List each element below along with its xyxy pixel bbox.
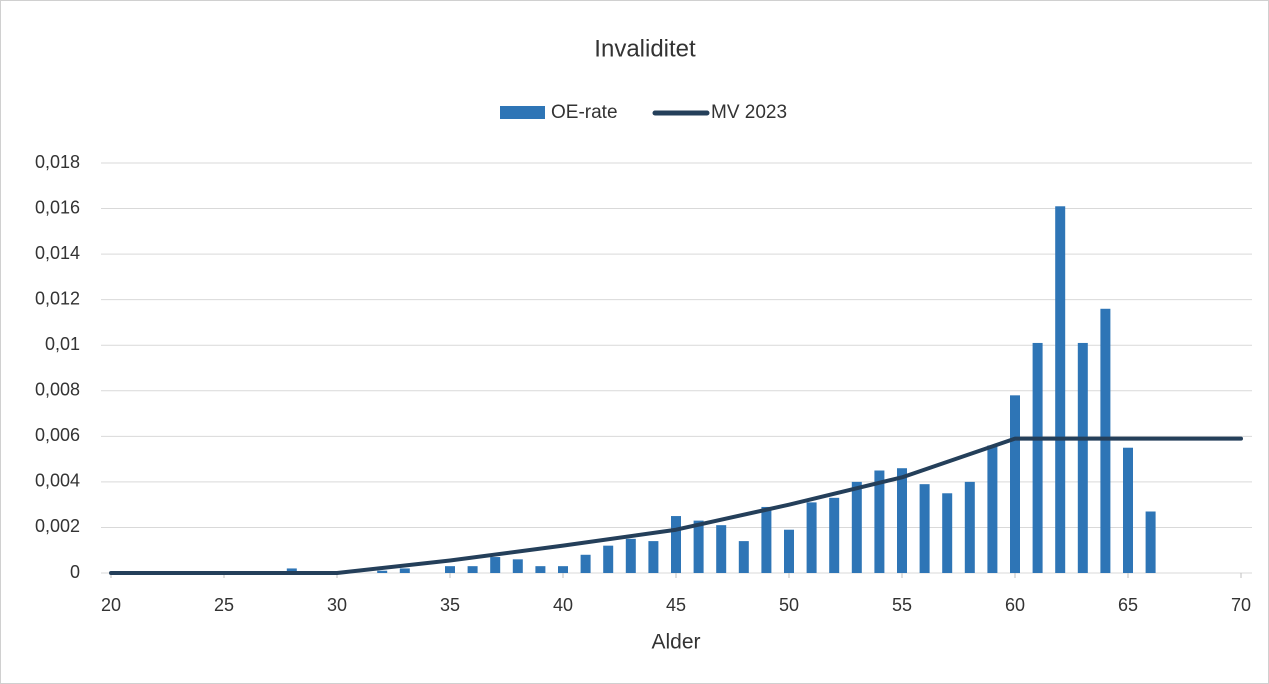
- bar: [964, 481, 975, 573]
- legend-label: MV 2023: [711, 102, 787, 123]
- bar: [1100, 308, 1111, 573]
- bar: [1077, 342, 1088, 573]
- bar: [603, 545, 614, 573]
- y-tick-label: 0,004: [35, 471, 80, 491]
- x-tick-label: 70: [1231, 595, 1251, 615]
- x-tick-label: 50: [779, 595, 799, 615]
- bar: [1145, 511, 1156, 573]
- bar: [987, 445, 998, 573]
- x-tick-label: 55: [892, 595, 912, 615]
- bar: [286, 568, 297, 573]
- y-tick-label: 0,006: [35, 425, 80, 445]
- bar: [897, 468, 907, 573]
- x-axis-label: Alder: [651, 631, 700, 654]
- bar: [784, 529, 794, 573]
- y-tick-label: 0,018: [35, 152, 80, 172]
- y-tick-label: 0,014: [35, 243, 80, 263]
- y-tick-label: 0,016: [35, 197, 80, 217]
- x-tick-label: 40: [553, 595, 573, 615]
- bar: [580, 554, 591, 573]
- bar: [693, 520, 704, 573]
- x-tick-label: 60: [1005, 595, 1025, 615]
- x-tick-label: 30: [327, 595, 347, 615]
- bar: [535, 566, 546, 573]
- bar: [919, 484, 930, 573]
- legend-swatch: [500, 106, 545, 119]
- bar: [829, 497, 840, 573]
- bar: [377, 570, 388, 573]
- bar: [467, 566, 478, 573]
- x-tick-label: 45: [666, 595, 686, 615]
- y-tick-label: 0,002: [35, 516, 80, 536]
- bar: [1055, 206, 1066, 573]
- bar: [1010, 395, 1020, 573]
- bar: [716, 525, 727, 573]
- y-tick-label: 0: [70, 562, 80, 582]
- bar: [942, 493, 953, 573]
- x-tick-label: 65: [1118, 595, 1138, 615]
- bar: [1032, 342, 1043, 573]
- bar: [761, 506, 772, 573]
- bar: [648, 541, 659, 573]
- bar: [490, 557, 501, 573]
- line: [109, 436, 1243, 575]
- x-tick-label: 20: [101, 595, 121, 615]
- bar: [1123, 447, 1133, 573]
- x-tick-label: 25: [214, 595, 234, 615]
- legend-label: OE-rate: [551, 102, 618, 123]
- bar: [399, 568, 410, 573]
- bar: [625, 538, 636, 573]
- bar: [738, 541, 749, 573]
- bar: [806, 502, 817, 573]
- bar: [874, 470, 885, 573]
- x-tick-label: 35: [440, 595, 460, 615]
- bar: [512, 559, 523, 573]
- bar: [851, 481, 862, 573]
- bar: [558, 566, 568, 573]
- y-tick-label: 0,012: [35, 288, 80, 308]
- y-tick-label: 0,008: [35, 380, 80, 400]
- bar: [671, 516, 681, 573]
- y-tick-label: 0,01: [45, 334, 80, 354]
- bar: [445, 566, 455, 573]
- chart-title: Invaliditet: [594, 35, 696, 62]
